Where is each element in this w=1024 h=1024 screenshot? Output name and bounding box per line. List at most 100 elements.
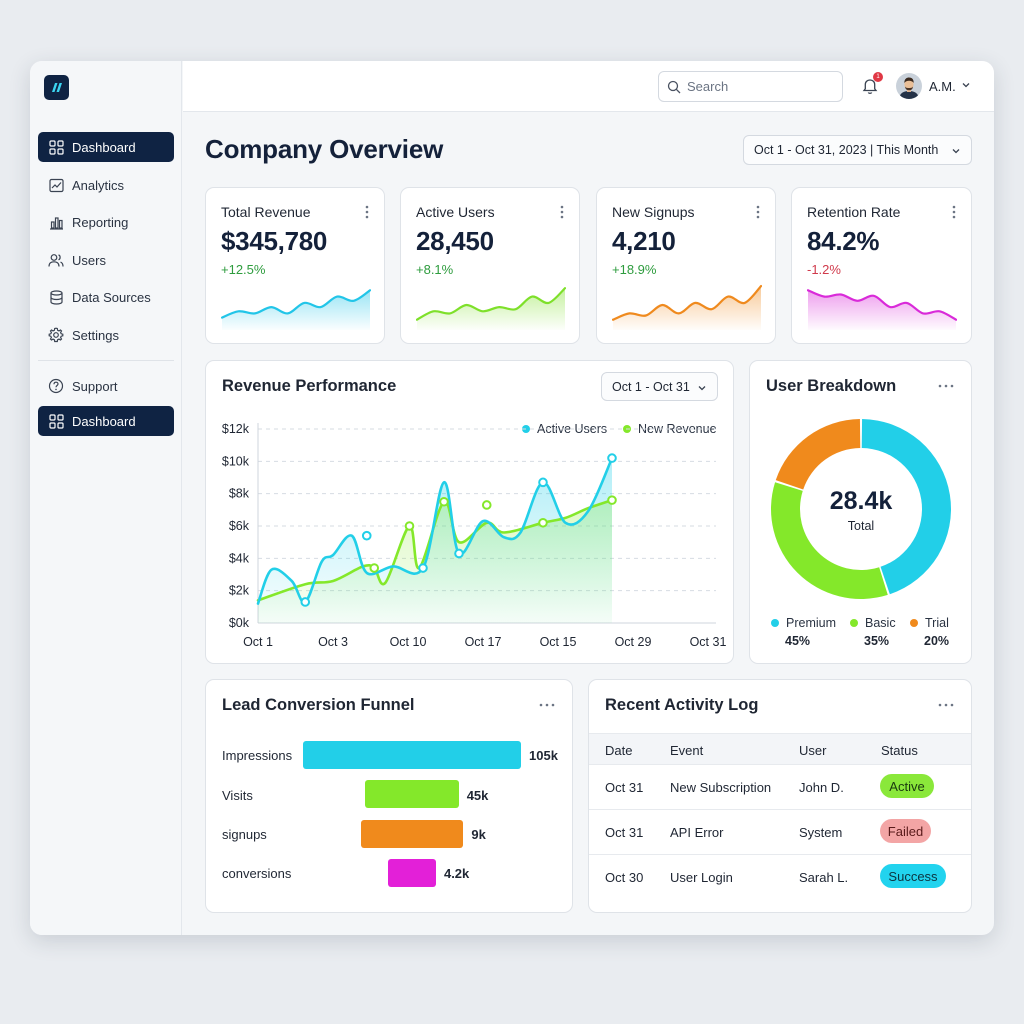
bar-chart-icon [48, 214, 64, 230]
y-tick-label: $0k [229, 616, 250, 630]
table-header: Date Event User Status [589, 733, 971, 765]
grid-icon [48, 413, 64, 429]
cell-event: API Error [670, 825, 724, 840]
kpi-card-new-signups: New Signups 4,210 +18.9% [596, 187, 776, 344]
kpi-value: 28,450 [416, 226, 494, 256]
card-title: User Breakdown [766, 377, 897, 395]
data-point[interactable] [538, 517, 548, 528]
funnel-stage-label: conversions [222, 866, 292, 881]
data-point[interactable] [404, 521, 415, 531]
lead-conversion-funnel-card: Lead Conversion Funnel Impressions Visit… [205, 679, 573, 913]
sidebar-item-dashboard[interactable]: Dashboard [38, 132, 174, 162]
avatar[interactable] [896, 73, 922, 99]
sidebar-item-analytics[interactable]: Analytics [38, 170, 174, 200]
data-point[interactable] [300, 597, 311, 607]
line-chart-icon [48, 177, 64, 193]
chevron-down-icon [952, 149, 960, 154]
data-point[interactable] [418, 563, 428, 573]
cell-user: Sarah L. [799, 870, 849, 885]
table-row[interactable]: Oct 31 New Subscription John D. Active [589, 765, 971, 810]
data-point[interactable] [454, 548, 464, 559]
more-vertical-icon[interactable] [364, 204, 370, 220]
column-header-user[interactable]: User [799, 743, 827, 758]
donut-segment-premium[interactable] [861, 419, 951, 595]
user-name[interactable]: A.M. [929, 79, 956, 94]
legend-item-basic: Basic [850, 616, 896, 630]
users-icon [48, 252, 64, 268]
sparkline-line [807, 289, 957, 321]
legend-label: Trial [925, 616, 949, 630]
data-point[interactable] [607, 495, 617, 505]
more-vertical-icon[interactable] [559, 204, 565, 220]
app-logo[interactable] [44, 75, 69, 100]
kpi-card-retention-rate: Retention Rate 84.2% -1.2% [791, 187, 972, 344]
cell-date: Oct 30 [605, 870, 644, 885]
funnel-stage-label: Visits [222, 788, 253, 803]
sparkline-area [808, 290, 956, 330]
cell-event: New Subscription [670, 780, 772, 795]
data-point[interactable] [361, 530, 372, 541]
sidebar-item-users[interactable]: Users [38, 245, 174, 275]
sparkline-line [612, 285, 762, 321]
date-range-select[interactable]: Oct 1 - Oct 31, 2023 | This Month [743, 135, 972, 165]
revenue-range-select[interactable]: Oct 1 - Oct 31 [601, 372, 718, 401]
sparkline-area [222, 290, 370, 330]
sparkline-area [417, 288, 565, 330]
more-horizontal-icon[interactable] [538, 700, 556, 710]
more-horizontal-icon[interactable] [937, 700, 955, 710]
sparkline [612, 285, 762, 330]
x-tick-label: Oct 31 [690, 635, 727, 649]
donut-segment-trial[interactable] [775, 419, 861, 490]
cell-user: John D. [799, 780, 844, 795]
sidebar-item-label: Analytics [72, 177, 125, 193]
table-row[interactable]: Oct 30 User Login Sarah L. Success [589, 855, 971, 900]
more-horizontal-icon[interactable] [937, 381, 955, 391]
main-content: 1 A.M. Company Overview Oct 1 - Oct 31, … [183, 61, 994, 935]
help-icon [48, 378, 64, 394]
funnel-stage-value: 9k [471, 827, 486, 842]
legend-swatch [910, 619, 918, 627]
data-point[interactable] [439, 496, 449, 507]
sidebar-item-dashboard-secondary[interactable]: Dashboard [38, 406, 174, 436]
sidebar-item-support[interactable]: Support [38, 371, 174, 401]
sparkline [221, 289, 371, 330]
search-box[interactable] [658, 71, 843, 102]
y-tick-label: $10k [222, 454, 250, 468]
search-icon [667, 80, 681, 93]
revenue-performance-card: Revenue Performance Oct 1 - Oct 31 Activ… [205, 360, 734, 664]
kpi-delta: -1.2% [807, 262, 841, 277]
table-row[interactable]: Oct 31 API Error System Failed [589, 810, 971, 855]
column-header-date[interactable]: Date [605, 743, 633, 758]
funnel-stage-value: 105k [529, 748, 558, 763]
legend-percent: 20% [924, 634, 950, 648]
donut-total-label: Total [847, 519, 875, 533]
gear-icon [48, 327, 64, 343]
more-vertical-icon[interactable] [755, 204, 761, 220]
kpi-delta: +18.9% [612, 262, 657, 277]
data-point[interactable] [481, 500, 492, 510]
legend-label: Basic [865, 616, 896, 630]
data-point[interactable] [607, 453, 617, 463]
sidebar-item-reporting[interactable]: Reporting [38, 207, 174, 237]
legend-item-premium: Premium [771, 616, 836, 630]
sidebar-divider [38, 360, 174, 361]
data-point[interactable] [538, 477, 548, 488]
user-breakdown-card: User Breakdown 28.4k Total Premium 45% B… [749, 360, 972, 664]
sidebar-item-data-sources[interactable]: Data Sources [38, 282, 174, 312]
bell-icon[interactable] [859, 75, 881, 97]
data-point[interactable] [369, 563, 380, 573]
donut-segment-basic[interactable] [771, 482, 888, 599]
sidebar-item-settings[interactable]: Settings [38, 320, 174, 350]
funnel-stage-value: 45k [466, 788, 489, 803]
chevron-down-icon[interactable] [961, 80, 971, 90]
x-tick-label: Oct 15 [540, 635, 577, 649]
card-title: Revenue Performance [222, 377, 397, 395]
funnel-bar-signups [360, 820, 464, 848]
column-header-event[interactable]: Event [670, 743, 704, 758]
column-header-status[interactable]: Status [881, 743, 918, 758]
sidebar-item-label: Support [72, 378, 118, 394]
x-tick-label: Oct 17 [465, 635, 502, 649]
search-input[interactable] [687, 79, 827, 94]
cell-user: System [799, 825, 843, 840]
more-vertical-icon[interactable] [951, 204, 957, 220]
